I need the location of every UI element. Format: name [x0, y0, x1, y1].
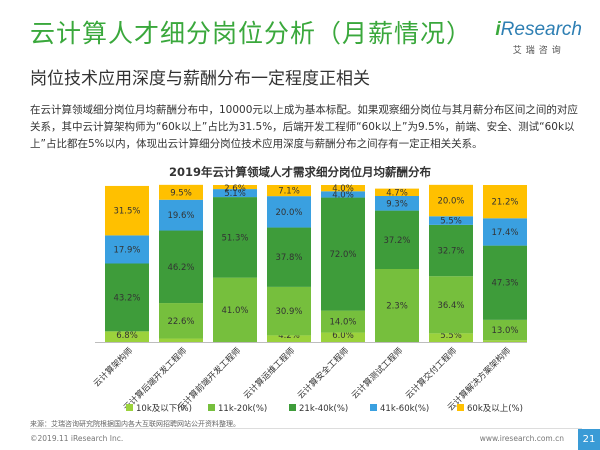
- data-label: 6.8%: [116, 331, 138, 341]
- category-label: 云计算运维工程师: [241, 345, 297, 401]
- data-label: 2.3%: [386, 301, 408, 311]
- data-label: 37.2%: [383, 236, 410, 246]
- data-label: 20.0%: [275, 208, 302, 218]
- category-label: 云计算安全工程师: [295, 345, 351, 401]
- data-label: 4.7%: [386, 188, 408, 198]
- legend-label: 10k及以下(%): [136, 404, 192, 414]
- category-label: 云计算测试工程师: [349, 345, 405, 401]
- data-label: 51.3%: [221, 233, 248, 243]
- data-label: 2.6%: [224, 184, 246, 194]
- legend-label: 11k-20k(%): [218, 404, 267, 414]
- data-label: 43.2%: [113, 293, 140, 303]
- data-label: 21.2%: [491, 198, 518, 208]
- legend-swatch: [126, 404, 133, 411]
- data-label: 20.0%: [437, 197, 464, 207]
- legend-label: 21k-40k(%): [299, 404, 348, 414]
- data-label: 36.4%: [437, 301, 464, 311]
- category-label: 云计算架构师: [91, 345, 135, 389]
- data-label: 47.3%: [491, 279, 518, 289]
- data-label: 14.0%: [329, 318, 356, 328]
- copyright: ©2019.11 iResearch Inc.: [30, 434, 123, 443]
- stacked-bar-chart: 6.8%43.2%17.9%31.5%云计算架构师2.2%22.6%46.2%1…: [0, 0, 600, 420]
- footer-divider: [30, 428, 582, 429]
- data-label: 46.2%: [167, 263, 194, 273]
- data-label: 17.4%: [491, 228, 518, 238]
- legend-swatch: [208, 404, 215, 411]
- data-label: 7.1%: [278, 187, 300, 197]
- legend-label: 41k-60k(%): [380, 404, 429, 414]
- data-label: 41.0%: [221, 306, 248, 316]
- data-label: 32.7%: [437, 247, 464, 257]
- data-label: 9.3%: [386, 199, 408, 209]
- legend-swatch: [370, 404, 377, 411]
- legend-swatch: [289, 404, 296, 411]
- data-label: 4.0%: [332, 184, 354, 194]
- page-number: 21: [578, 429, 600, 450]
- data-label: 19.6%: [167, 211, 194, 221]
- data-label: 22.6%: [167, 317, 194, 327]
- data-label: 5.5%: [440, 217, 462, 227]
- data-label: 17.9%: [113, 245, 140, 255]
- data-label: 72.0%: [329, 250, 356, 260]
- data-label: 37.8%: [275, 253, 302, 263]
- legend-swatch: [457, 404, 464, 411]
- legend-label: 60k及以上(%): [467, 404, 523, 414]
- data-label: 13.0%: [491, 326, 518, 336]
- data-label: 30.9%: [275, 307, 302, 317]
- category-label: 云计算交付工程师: [403, 345, 459, 401]
- website-link[interactable]: www.iresearch.com.cn: [480, 434, 564, 443]
- data-label: 9.5%: [170, 188, 192, 198]
- data-label: 31.5%: [113, 207, 140, 217]
